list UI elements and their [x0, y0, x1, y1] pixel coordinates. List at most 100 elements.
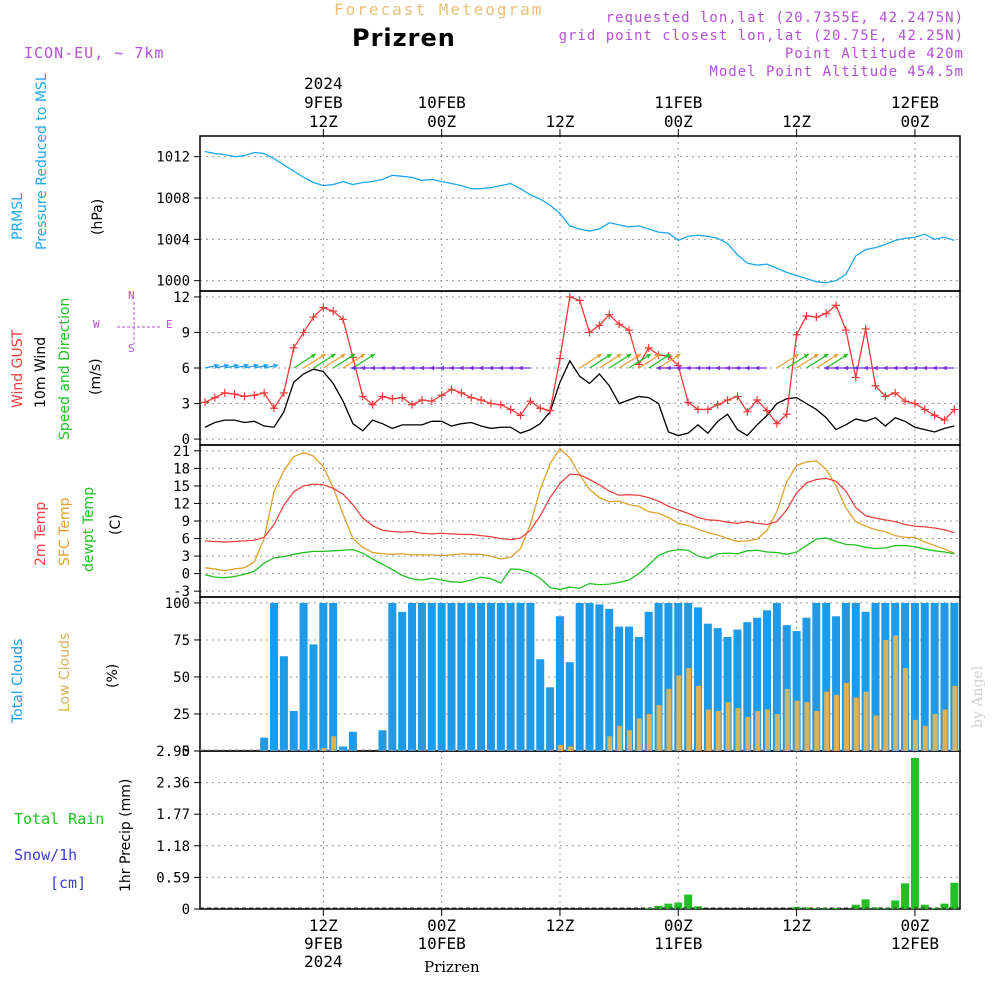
low-cloud-bar: [626, 730, 632, 751]
sfc-temp-line: [204, 447, 955, 572]
total-cloud-bar: [378, 730, 387, 751]
wind-arrow-head: [853, 365, 859, 371]
rain-label: Total Rain: [14, 810, 105, 828]
wind-gust-line-point: [802, 311, 811, 320]
low-cloud-bar: [942, 709, 948, 751]
top-time-label: 9FEB: [304, 93, 343, 112]
bottom-time-label: 00Z: [664, 916, 693, 935]
y-tick-label: 9: [182, 514, 190, 530]
low-cloud-bar: [745, 716, 751, 751]
wind-gust-line-point: [437, 391, 446, 400]
bottom-time-label: 9FEB: [304, 934, 343, 953]
total-cloud-bar: [624, 626, 633, 751]
wind-gust-line-point: [723, 395, 732, 404]
wind-gust-line-point: [901, 397, 910, 406]
wind-arrow-head: [665, 354, 671, 359]
wind-arrow-head: [429, 365, 435, 371]
top-time-label: 00Z: [664, 112, 693, 131]
wind-gust-line-point: [585, 328, 594, 337]
total-cloud-bar: [802, 617, 811, 751]
compass-east: E: [166, 318, 173, 331]
y-tick-label: 0: [182, 744, 190, 760]
wind-gust-line-point: [408, 400, 417, 409]
wind-arrow-head: [214, 363, 219, 369]
wind-arrow-head: [253, 363, 259, 369]
wind-arrow-head: [419, 365, 425, 371]
rain-bar: [822, 908, 831, 909]
wind-arrow-head: [224, 363, 229, 369]
wind-arrow-head: [233, 363, 239, 369]
wind-gust-line-point: [536, 404, 545, 413]
total-cloud-bar: [743, 622, 752, 751]
total-cloud-bar: [772, 602, 781, 751]
rain-bar: [930, 907, 939, 909]
y-tick-label: 9: [182, 325, 190, 341]
wind-gust-line-point: [270, 404, 279, 413]
wind-arrow-head: [273, 363, 279, 369]
total-cloud-bar: [536, 659, 545, 751]
total-cloud-bar: [319, 602, 328, 751]
total-cloud-bar: [822, 602, 831, 751]
wind-gust-line-point: [319, 303, 328, 312]
wind-gust-line-point: [605, 310, 614, 319]
wind-gust-line-point: [260, 388, 269, 397]
wind-arrow-head: [873, 365, 878, 371]
total-cloud-bar: [782, 625, 791, 751]
low-cloud-bar: [557, 745, 563, 751]
wind-gust-line-point: [891, 388, 900, 397]
wind-arrow-head: [439, 365, 444, 371]
y-tick-label: 100: [165, 596, 190, 612]
total-cloud-bar: [595, 604, 604, 751]
wind-arrow-head: [380, 365, 385, 371]
wind-arrow-head: [340, 354, 346, 359]
wind-arrow-head: [320, 354, 326, 359]
rain-bar: [910, 757, 919, 909]
wind-gust-line-point: [447, 385, 456, 394]
wind-arrow-head: [478, 365, 484, 371]
wind-arrow-head: [833, 365, 839, 371]
wind-gust-line-point: [772, 419, 781, 428]
total-cloud-bar: [812, 602, 821, 751]
snow-unit-label: [cm]: [50, 874, 87, 892]
total-cloud-bar: [763, 610, 772, 751]
y-tick-label: 50: [173, 670, 190, 686]
wind-arrow-head: [656, 365, 661, 371]
wind-arrow-head: [813, 354, 819, 359]
wind-gust-line-point: [339, 315, 348, 324]
total-cloud-bar: [388, 602, 397, 751]
low-cloud-bar: [903, 668, 909, 751]
total-cloud-bar: [713, 628, 722, 751]
rain-bar: [901, 883, 910, 909]
rain-bar: [684, 894, 693, 909]
total-cloud-bar: [270, 602, 279, 751]
wind-arrow-head: [645, 354, 651, 359]
low-cloud-bar: [784, 688, 790, 751]
wind-gust-line-point: [694, 405, 702, 414]
wind-gust-line-point: [250, 391, 259, 400]
low-cloud-bar: [843, 682, 849, 751]
wind-arrow-head: [942, 365, 947, 371]
wind-arrow-head: [360, 365, 366, 371]
wind-gust-line-point: [713, 400, 722, 409]
total-cloud-bar: [723, 636, 732, 751]
total-cloud-bar: [467, 602, 476, 751]
wind-arrow-head: [310, 354, 316, 359]
rain-bar: [861, 899, 870, 909]
wind-gust-line-point: [417, 395, 426, 404]
low-cloud-bar: [912, 719, 918, 751]
low-cloud-bar: [873, 715, 879, 751]
wind-arrow-head: [725, 365, 730, 371]
wind-arrow-head: [596, 354, 602, 359]
total-cloud-bar: [733, 629, 742, 751]
wind-gust-line-point: [358, 392, 367, 401]
low-cloud-bar: [636, 718, 642, 751]
low-cloud-bar: [696, 685, 701, 751]
wind-arrow-head: [350, 365, 356, 371]
wind-arrow-head: [498, 365, 504, 371]
rain-bar: [950, 882, 959, 909]
wind-gust-line-point: [615, 320, 624, 329]
total-cloud-bar: [516, 602, 525, 751]
wind-gust-line-point: [684, 398, 693, 407]
wind-arrow-head: [636, 354, 642, 359]
